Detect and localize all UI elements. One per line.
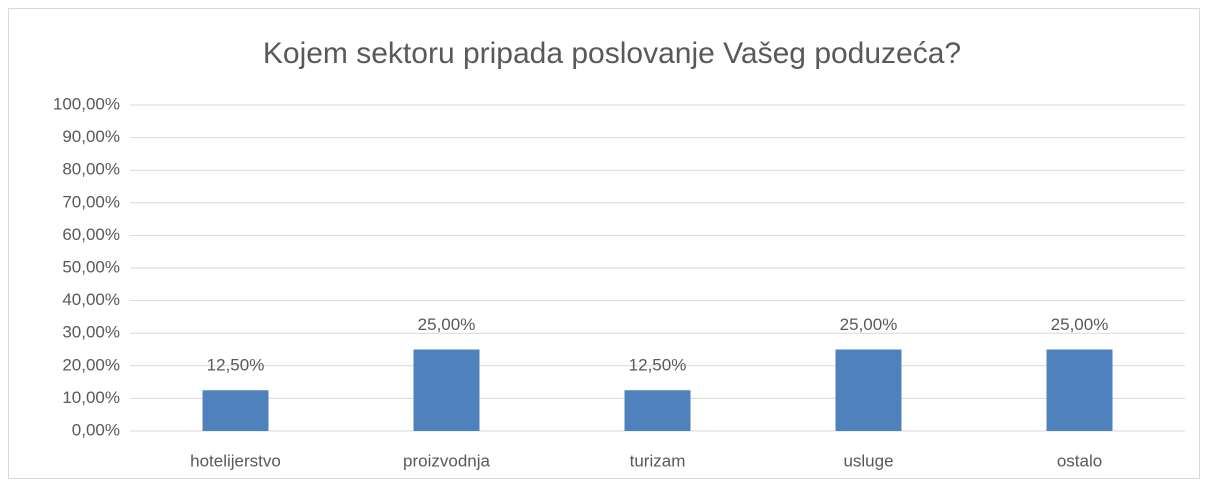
bar xyxy=(1046,349,1113,431)
bar xyxy=(413,349,480,431)
y-tick-label: 40,00% xyxy=(62,290,120,309)
chart-border xyxy=(8,8,1200,479)
bar xyxy=(835,349,902,431)
data-label: 25,00% xyxy=(1051,315,1109,334)
y-tick-label: 90,00% xyxy=(62,127,120,146)
data-label: 25,00% xyxy=(418,315,476,334)
y-tick-label: 10,00% xyxy=(62,388,120,407)
y-tick-label: 0,00% xyxy=(72,420,120,439)
chart-title: Kojem sektoru pripada poslovanje Vašeg p… xyxy=(263,37,961,70)
bar xyxy=(202,390,269,431)
bar xyxy=(624,390,691,431)
y-tick-label: 100,00% xyxy=(53,94,120,113)
x-tick-label: usluge xyxy=(843,451,893,470)
x-tick-label: ostalo xyxy=(1057,451,1102,470)
y-tick-label: 30,00% xyxy=(62,323,120,342)
y-tick-label: 20,00% xyxy=(62,355,120,374)
y-tick-label: 50,00% xyxy=(62,257,120,276)
y-tick-label: 60,00% xyxy=(62,225,120,244)
y-tick-label: 70,00% xyxy=(62,192,120,211)
data-label: 12,50% xyxy=(629,356,687,375)
y-tick-label: 80,00% xyxy=(62,160,120,179)
data-label: 12,50% xyxy=(207,356,265,375)
x-tick-label: hotelijerstvo xyxy=(190,451,281,470)
x-tick-label: proizvodnja xyxy=(403,451,490,470)
data-label: 25,00% xyxy=(840,315,898,334)
x-tick-label: turizam xyxy=(630,451,686,470)
